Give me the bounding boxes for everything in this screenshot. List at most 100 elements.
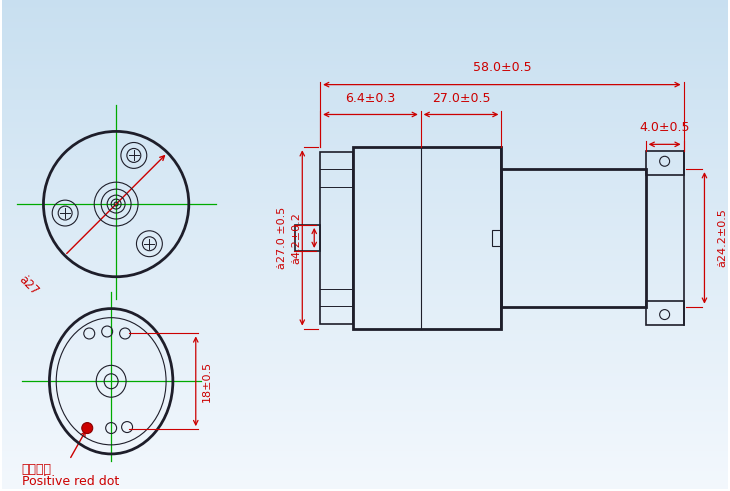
Bar xyxy=(1,391,729,392)
Bar xyxy=(1,178,729,179)
Bar xyxy=(1,267,729,268)
Bar xyxy=(1,199,729,200)
Bar xyxy=(1,244,729,245)
Text: ȧ27.0 ±0.5: ȧ27.0 ±0.5 xyxy=(277,207,288,269)
Bar xyxy=(1,447,729,448)
Bar xyxy=(1,362,729,363)
Bar xyxy=(1,11,729,12)
Bar xyxy=(1,268,729,269)
Bar xyxy=(1,58,729,59)
Bar xyxy=(1,101,729,102)
Bar xyxy=(1,357,729,358)
Bar xyxy=(1,18,729,19)
Bar xyxy=(1,118,729,119)
Bar xyxy=(1,420,729,421)
Bar xyxy=(1,265,729,266)
Bar xyxy=(1,188,729,189)
Bar xyxy=(1,83,729,84)
Bar xyxy=(1,187,729,188)
Bar xyxy=(1,331,729,332)
Bar xyxy=(1,33,729,34)
Bar xyxy=(1,463,729,464)
Bar xyxy=(1,343,729,344)
Bar xyxy=(1,214,729,215)
Bar xyxy=(1,269,729,270)
Bar xyxy=(1,317,729,318)
Bar xyxy=(1,152,729,153)
Bar xyxy=(1,462,729,463)
Bar xyxy=(1,49,729,50)
Bar xyxy=(1,139,729,140)
Bar xyxy=(1,77,729,78)
Bar xyxy=(1,315,729,316)
Bar xyxy=(1,482,729,483)
Bar xyxy=(1,470,729,471)
Bar xyxy=(1,399,729,400)
Bar xyxy=(1,41,729,42)
Bar xyxy=(1,221,729,222)
Bar xyxy=(1,305,729,306)
Bar xyxy=(296,225,320,251)
Bar xyxy=(1,387,729,388)
Bar xyxy=(1,409,729,410)
Bar xyxy=(1,168,729,169)
Bar xyxy=(1,302,729,303)
Bar xyxy=(1,180,729,181)
Bar xyxy=(1,249,729,250)
Bar xyxy=(1,294,729,295)
Bar xyxy=(1,97,729,98)
Bar xyxy=(1,45,729,46)
Bar xyxy=(1,44,729,45)
Bar xyxy=(1,64,729,65)
Bar xyxy=(1,389,729,390)
Bar xyxy=(1,179,729,180)
Bar xyxy=(1,337,729,338)
Bar xyxy=(1,160,729,161)
Bar xyxy=(1,13,729,14)
Bar xyxy=(1,254,729,255)
Bar xyxy=(1,371,729,372)
Bar xyxy=(1,175,729,176)
Bar xyxy=(1,247,729,248)
Bar xyxy=(1,261,729,262)
Bar xyxy=(1,248,729,249)
Bar xyxy=(1,270,729,271)
Bar xyxy=(1,448,729,449)
Bar xyxy=(1,473,729,474)
Bar xyxy=(1,90,729,92)
Bar xyxy=(1,375,729,376)
Bar xyxy=(1,279,729,280)
Bar xyxy=(1,147,729,148)
Bar xyxy=(1,487,729,488)
Bar xyxy=(1,320,729,321)
Bar xyxy=(1,316,729,317)
Bar xyxy=(1,106,729,107)
Bar xyxy=(1,395,729,396)
Bar xyxy=(1,122,729,123)
Bar xyxy=(1,440,729,441)
Bar xyxy=(1,322,729,323)
Bar xyxy=(1,151,729,152)
Bar xyxy=(1,344,729,346)
Bar xyxy=(1,234,729,235)
Bar xyxy=(1,197,729,198)
Bar xyxy=(1,169,729,170)
Bar xyxy=(1,161,729,162)
Bar xyxy=(1,110,729,111)
Bar xyxy=(1,109,729,110)
Bar xyxy=(1,481,729,482)
Bar xyxy=(1,456,729,457)
Bar xyxy=(1,246,729,247)
Bar xyxy=(1,155,729,156)
Bar xyxy=(1,3,729,4)
Bar xyxy=(1,24,729,25)
Bar xyxy=(1,445,729,446)
Bar xyxy=(1,300,729,301)
Bar xyxy=(1,108,729,109)
Bar xyxy=(1,186,729,187)
Bar xyxy=(646,151,683,175)
Bar xyxy=(1,181,729,182)
Bar xyxy=(1,354,729,355)
Bar xyxy=(1,82,729,83)
Bar xyxy=(1,412,729,413)
